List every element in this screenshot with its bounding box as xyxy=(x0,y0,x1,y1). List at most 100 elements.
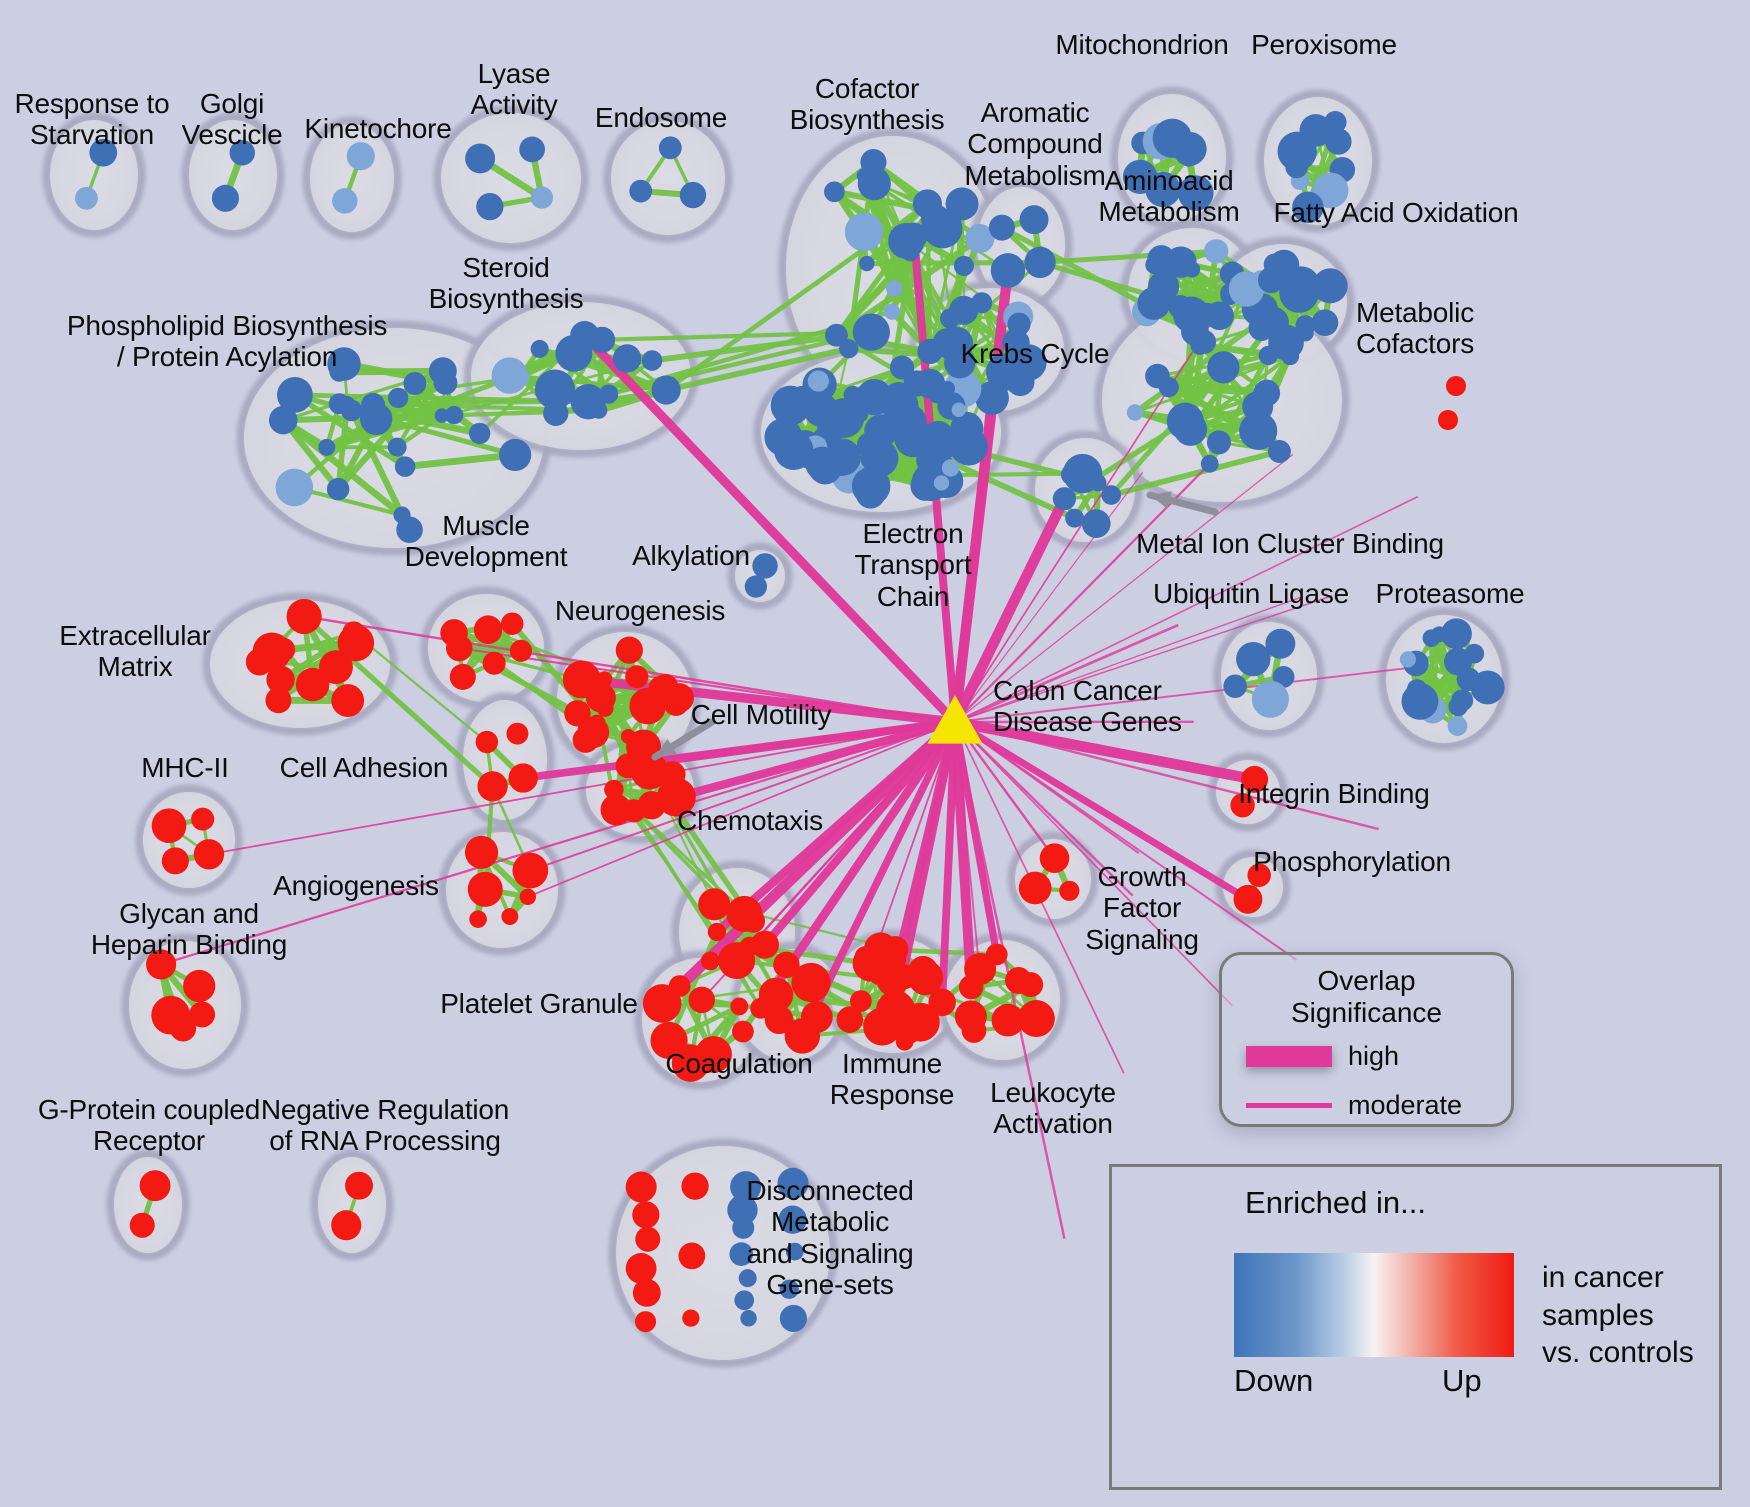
cluster-label-disconnected-metabolic-and-signaling-gene-sets: Disconnected Metabolic and Signaling Gene-s… xyxy=(746,1175,914,1301)
gene-set-node xyxy=(506,722,529,745)
pink-edge-moderate xyxy=(459,647,956,724)
gene-set-node xyxy=(396,516,423,544)
gene-set-node xyxy=(864,414,898,448)
cluster-label-krebs-cycle: Krebs Cycle xyxy=(960,338,1110,369)
gene-set-node xyxy=(777,1167,809,1199)
gene-set-node xyxy=(1207,351,1240,384)
gene-set-node xyxy=(752,553,778,579)
gene-set-node xyxy=(629,179,653,203)
gene-set-node xyxy=(836,1006,864,1033)
green-edge-inter xyxy=(352,631,488,744)
green-edge xyxy=(831,188,932,213)
bubble-ring-kinetochore xyxy=(302,116,402,240)
gene-set-node xyxy=(824,181,845,203)
pink-edge-moderate xyxy=(954,721,1056,859)
gene-set-node xyxy=(1018,972,1044,998)
cluster-label-mitochondrion: Mitochondrion xyxy=(1055,29,1229,60)
gene-set-node xyxy=(632,1278,661,1307)
gene-set-node xyxy=(758,977,794,1013)
pink-edge-moderate xyxy=(954,595,1333,723)
cluster-label-negative-regulation-of-rna-processing: Negative Regulation of RNA Processing xyxy=(260,1094,510,1157)
gene-set-node xyxy=(700,951,720,971)
bubble-ring-angiogenesis xyxy=(438,824,566,956)
gene-set-node xyxy=(988,214,1015,241)
gene-set-node xyxy=(730,1171,762,1203)
gene-set-node xyxy=(932,328,963,359)
gene-set-node xyxy=(1456,667,1481,692)
gene-set-node xyxy=(860,148,887,176)
cluster-label-kinetochore: Kinetochore xyxy=(304,113,452,144)
bubble-ring-endosome xyxy=(603,113,733,243)
green-edge xyxy=(279,416,406,519)
gene-set-node xyxy=(744,575,768,598)
gene-set-node xyxy=(851,466,891,506)
gene-set-node xyxy=(1446,376,1466,396)
gene-set-node xyxy=(658,136,682,160)
high-significance-swatch xyxy=(1246,1046,1332,1068)
gene-set-node xyxy=(882,935,909,963)
gene-set-node xyxy=(500,612,524,635)
gene-set-node xyxy=(738,1269,757,1288)
green-edge-inter xyxy=(457,646,584,682)
bubble-ring-growth-factor-signaling xyxy=(1007,831,1099,927)
gene-set-node xyxy=(530,339,549,358)
pink-edge-moderate xyxy=(869,721,956,964)
pink-edge-high xyxy=(949,269,1014,723)
gene-set-node xyxy=(1267,440,1291,463)
gene-set-node xyxy=(889,355,915,380)
gene-set-node xyxy=(774,430,814,470)
cluster-label-electron-transport-chain: Electron Transport Chain xyxy=(854,518,972,612)
gene-set-node xyxy=(1464,643,1485,664)
overlap-legend-high-row: high xyxy=(1246,1041,1511,1072)
gene-set-node xyxy=(779,1304,808,1333)
gene-set-node xyxy=(476,192,504,221)
gene-set-node xyxy=(75,186,98,210)
gene-set-node xyxy=(1312,268,1348,304)
gene-set-node xyxy=(589,689,611,711)
pink-edge-moderate xyxy=(954,595,1304,723)
cluster-label-extracellular-matrix: Extracellular Matrix xyxy=(59,620,211,683)
cluster-label-growth-factor-signaling: Growth Factor Signaling xyxy=(1085,861,1199,955)
gene-set-node xyxy=(1265,628,1296,659)
gene-set-node xyxy=(1039,843,1070,873)
gene-set-node xyxy=(318,438,336,456)
bubble-ring-glycan-and-heparin-binding xyxy=(121,933,249,1077)
gene-set-node xyxy=(387,437,407,457)
cluster-label-platelet-granule: Platelet Granule xyxy=(440,988,638,1019)
bubble-ring-g-protein-coupled-receptor xyxy=(106,1149,190,1261)
gene-set-node xyxy=(337,624,375,662)
gene-set-node xyxy=(1223,674,1247,699)
gene-set-node xyxy=(991,1003,1025,1037)
gene-set-node xyxy=(1236,641,1271,677)
gene-set-node xyxy=(732,1020,754,1043)
cluster-label-metabolic-cofactors: Metabolic Cofactors xyxy=(1355,297,1475,360)
gene-set-node xyxy=(326,477,350,501)
pink-edge-high xyxy=(953,719,1250,903)
gene-set-node xyxy=(1233,884,1263,914)
hub-node-group[interactable] xyxy=(927,695,983,744)
gene-set-node xyxy=(885,280,903,297)
gene-set-node xyxy=(1279,273,1319,313)
gene-set-node xyxy=(161,847,189,875)
gene-set-node xyxy=(482,651,506,675)
gene-set-node xyxy=(596,671,613,687)
gene-set-node xyxy=(191,807,215,831)
gene-set-node xyxy=(778,1205,807,1234)
overlap-significance-legend: Overlap Significance high moderate xyxy=(1219,952,1514,1127)
gene-set-node xyxy=(151,995,191,1035)
enriched-legend-title: Enriched in... xyxy=(1245,1185,1426,1220)
gene-set-node xyxy=(1241,765,1269,793)
gene-set-node xyxy=(1230,793,1255,818)
gene-set-node xyxy=(949,427,988,466)
gene-set-node xyxy=(1239,411,1278,450)
gene-set-node xyxy=(965,224,995,254)
cluster-label-ubiquitin-ligase: Ubiquitin Ligase xyxy=(1152,578,1350,609)
gene-set-node xyxy=(985,943,1008,966)
cluster-label-peroxisome: Peroxisome xyxy=(1251,29,1397,60)
pink-edge-moderate xyxy=(208,721,956,856)
gene-set-node xyxy=(888,222,925,259)
gene-set-node xyxy=(941,459,960,477)
gene-set-node xyxy=(1172,131,1207,166)
gene-set-node xyxy=(1312,172,1349,209)
